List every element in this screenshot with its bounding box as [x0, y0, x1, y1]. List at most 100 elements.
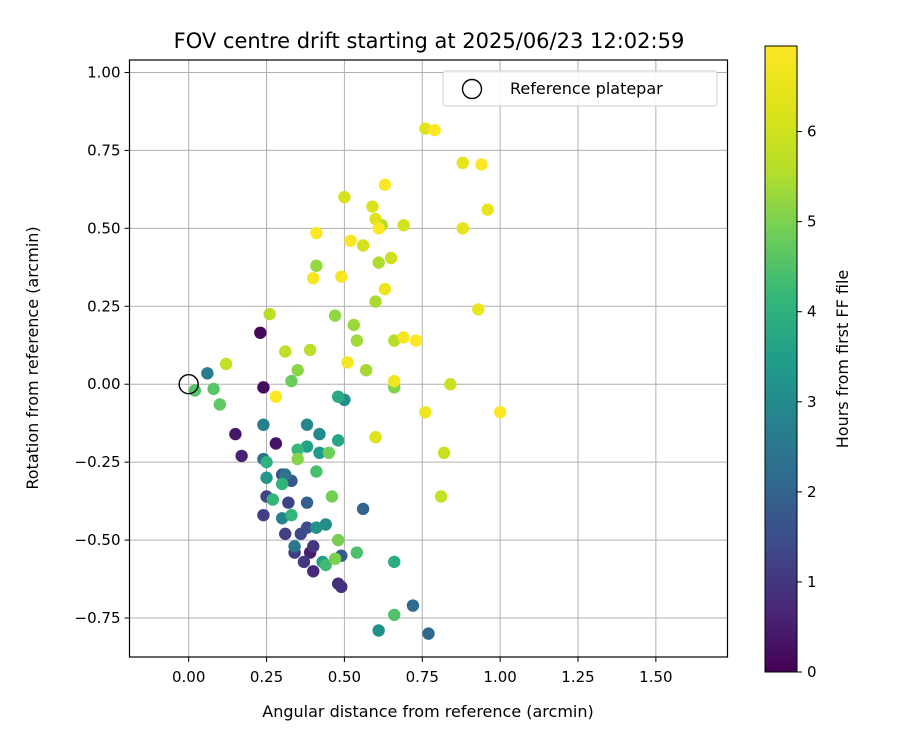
y-axis-label: Rotation from reference (arcmin) — [23, 226, 42, 489]
data-point — [260, 455, 273, 469]
colorbar-tick-label: 2 — [807, 483, 817, 501]
x-tick-label: 0.75 — [406, 668, 439, 686]
y-tick-label: −0.50 — [75, 531, 121, 549]
data-point — [325, 490, 339, 503]
colorbar-gradient — [764, 45, 798, 673]
x-tick-label: 0.50 — [328, 668, 361, 686]
y-axis-ticks: −0.75 −0.50 −0.25 0.00 0.25 0.50 0.75 1.00 — [75, 63, 130, 627]
data-point — [456, 156, 469, 170]
data-point — [472, 303, 485, 316]
data-point — [372, 222, 385, 235]
data-point — [388, 555, 401, 569]
data-point — [266, 493, 279, 506]
data-point — [356, 239, 370, 252]
data-point — [444, 378, 457, 391]
data-point — [291, 452, 304, 466]
data-point — [235, 449, 248, 463]
data-point — [307, 565, 320, 578]
data-point — [328, 309, 342, 322]
plot-frame — [128, 59, 729, 658]
data-point — [335, 270, 348, 283]
data-point — [207, 382, 220, 396]
colorbar-tick-label: 3 — [807, 393, 817, 411]
data-point — [372, 256, 385, 269]
colorbar: 0 1 2 3 4 5 6 Hours from first FF file — [764, 45, 852, 681]
legend-entry-reference: Reference platepar — [510, 79, 663, 98]
data-point — [388, 608, 401, 622]
data-point — [313, 427, 326, 441]
x-tick-label: 0.25 — [250, 668, 283, 686]
colorbar-tick-label: 6 — [807, 123, 817, 141]
data-point — [388, 334, 401, 347]
data-point — [300, 418, 314, 431]
data-point — [409, 334, 423, 347]
data-point — [307, 540, 320, 553]
data-point — [419, 122, 432, 135]
y-tick-label: 0.00 — [87, 375, 120, 393]
data-point — [263, 307, 276, 321]
data-point — [300, 521, 314, 534]
y-tick-label: 0.50 — [87, 219, 120, 237]
data-point — [219, 357, 233, 371]
data-point — [279, 468, 292, 481]
data-point — [310, 259, 323, 272]
data-point — [260, 471, 273, 484]
data-point — [269, 390, 283, 403]
colorbar-tick-label: 1 — [807, 573, 817, 591]
data-point — [350, 546, 364, 559]
data-point — [310, 226, 323, 240]
colorbar-tick-label: 4 — [807, 303, 817, 321]
data-point — [229, 427, 242, 441]
data-point — [341, 356, 354, 369]
data-point — [279, 345, 292, 358]
colorbar-tick-label: 0 — [807, 663, 817, 681]
x-axis-ticks: 0.00 0.25 0.50 0.75 1.00 1.25 1.50 — [172, 657, 673, 686]
data-point — [319, 518, 332, 531]
data-point — [456, 222, 469, 235]
data-point — [378, 178, 392, 191]
data-point — [378, 282, 392, 296]
data-point — [481, 203, 494, 216]
data-point — [201, 367, 214, 380]
x-tick-label: 0.00 — [172, 668, 205, 686]
x-axis-label: Angular distance from reference (arcmin) — [262, 702, 593, 721]
y-tick-label: 0.75 — [87, 141, 120, 159]
colorbar-ticks: 0 1 2 3 4 5 6 — [797, 123, 817, 681]
data-point — [285, 508, 298, 522]
data-point — [300, 440, 314, 453]
x-tick-label: 1.00 — [483, 668, 516, 686]
data-point — [291, 443, 304, 456]
data-point — [257, 508, 270, 522]
data-point — [384, 251, 398, 265]
data-point — [279, 527, 292, 541]
data-point — [257, 381, 270, 394]
data-point — [397, 219, 410, 232]
data-point — [369, 431, 382, 444]
data-point — [366, 200, 379, 213]
reference-platepar-marker — [178, 374, 199, 395]
data-point — [372, 624, 385, 637]
data-point — [331, 533, 345, 547]
data-point — [328, 552, 342, 565]
data-point — [437, 446, 451, 460]
data-point — [303, 343, 317, 357]
data-point — [322, 446, 336, 460]
data-point — [360, 363, 373, 377]
data-point — [369, 212, 382, 226]
data-point — [347, 318, 360, 332]
x-tick-label: 1.25 — [561, 668, 594, 686]
data-point — [422, 627, 435, 640]
legend-box — [442, 70, 718, 107]
data-point — [285, 374, 298, 388]
data-point — [313, 446, 326, 460]
data-point — [397, 331, 410, 344]
colorbar-tick-label: 5 — [807, 213, 817, 231]
legend-marker-reference-icon — [461, 78, 483, 100]
data-point — [350, 334, 364, 347]
data-points — [178, 122, 507, 640]
data-point — [428, 123, 441, 137]
data-point — [275, 477, 289, 491]
y-tick-label: 1.00 — [87, 63, 120, 81]
data-point — [257, 418, 270, 431]
